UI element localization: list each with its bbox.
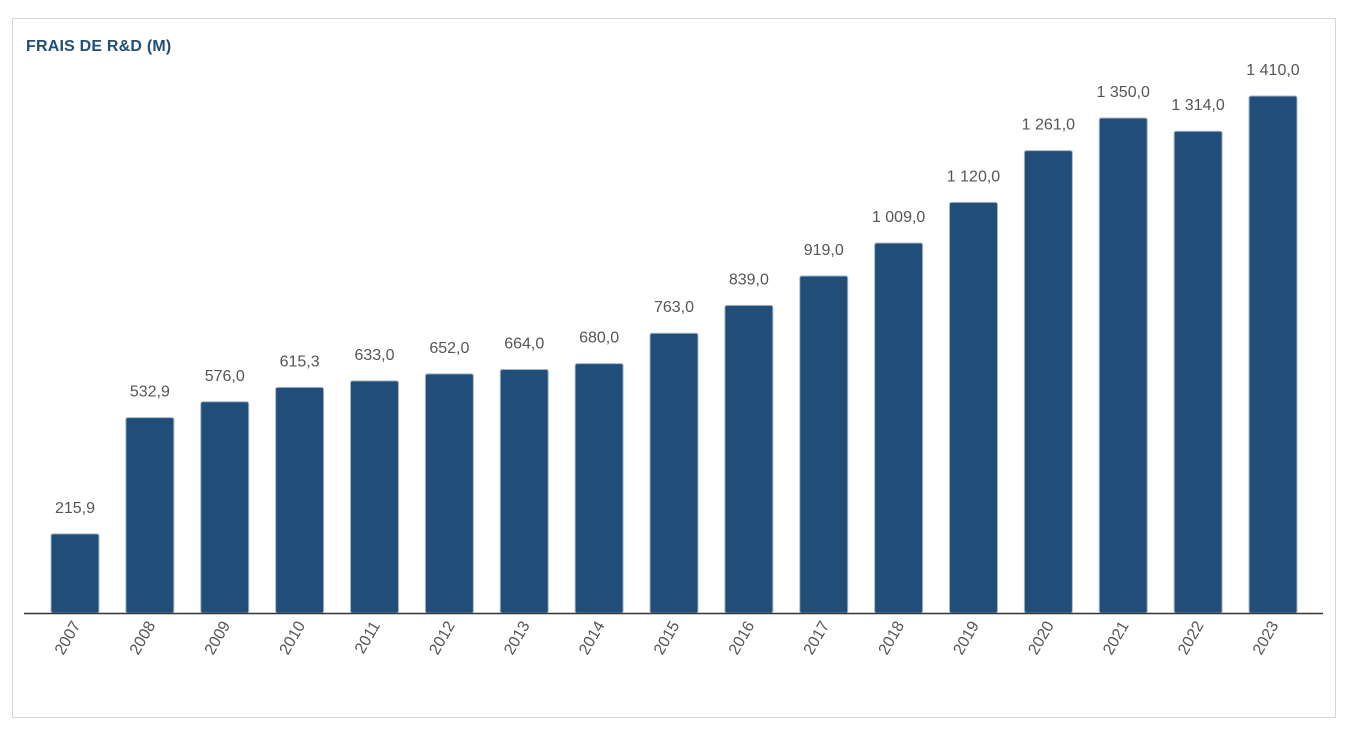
value-label-2020: 1 261,0: [1022, 117, 1075, 134]
value-label-2009: 576,0: [205, 368, 245, 385]
bar-2021: [1098, 117, 1148, 614]
value-label-2008: 532,9: [130, 384, 170, 401]
bar-2012: [424, 373, 474, 614]
x-tick-label-2014: 2014: [576, 618, 609, 657]
bar-2023: [1248, 95, 1298, 614]
value-label-2015: 763,0: [654, 299, 694, 316]
x-tick-label-2010: 2010: [277, 618, 310, 657]
x-tick-label-2011: 2011: [352, 618, 384, 656]
bar-2013: [499, 369, 549, 614]
value-label-2021: 1 350,0: [1097, 84, 1150, 101]
value-label-2011: 633,0: [354, 347, 394, 364]
value-label-2007: 215,9: [55, 500, 95, 517]
value-label-2023: 1 410,0: [1246, 62, 1299, 79]
x-tick-label-2009: 2009: [202, 618, 235, 657]
x-tick-label-2018: 2018: [876, 618, 909, 657]
value-label-2014: 680,0: [579, 330, 619, 347]
x-tick-label-2012: 2012: [426, 618, 459, 657]
bar-2016: [724, 304, 774, 614]
bar-2017: [799, 275, 849, 614]
bar-2022: [1173, 130, 1223, 614]
value-label-2012: 652,0: [429, 340, 469, 357]
bar-2014: [574, 363, 624, 614]
x-tick-label-2015: 2015: [651, 618, 684, 657]
value-label-2019: 1 120,0: [947, 168, 1000, 185]
bar-2020: [1023, 150, 1073, 614]
x-tick-label-2013: 2013: [501, 618, 534, 657]
x-tick-label-2016: 2016: [726, 618, 759, 657]
value-label-2016: 839,0: [729, 271, 769, 288]
value-label-2018: 1 009,0: [872, 209, 925, 226]
value-label-2013: 664,0: [504, 336, 544, 353]
bar-2011: [350, 380, 399, 614]
value-label-2022: 1 314,0: [1171, 97, 1224, 114]
value-label-2017: 919,0: [804, 242, 844, 259]
bar-2019: [949, 201, 998, 614]
x-tick-label-2008: 2008: [127, 618, 160, 657]
x-tick-label-2020: 2020: [1025, 618, 1058, 657]
bar-2009: [200, 401, 250, 614]
x-tick-label-2007: 2007: [52, 618, 85, 657]
x-tick-label-2017: 2017: [801, 618, 834, 657]
bar-2015: [649, 332, 699, 614]
value-label-2010: 615,3: [280, 353, 320, 370]
bar-2010: [275, 386, 325, 614]
x-tick-label-2022: 2022: [1175, 618, 1208, 657]
x-tick-label-2023: 2023: [1250, 618, 1283, 657]
x-tick-label-2021: 2021: [1100, 618, 1133, 657]
bar-2008: [125, 417, 175, 614]
chart-title: FRAIS DE R&D (M): [26, 38, 172, 55]
x-tick-label-2019: 2019: [950, 618, 983, 657]
bar-2007: [50, 533, 100, 614]
bar-2018: [874, 242, 924, 614]
